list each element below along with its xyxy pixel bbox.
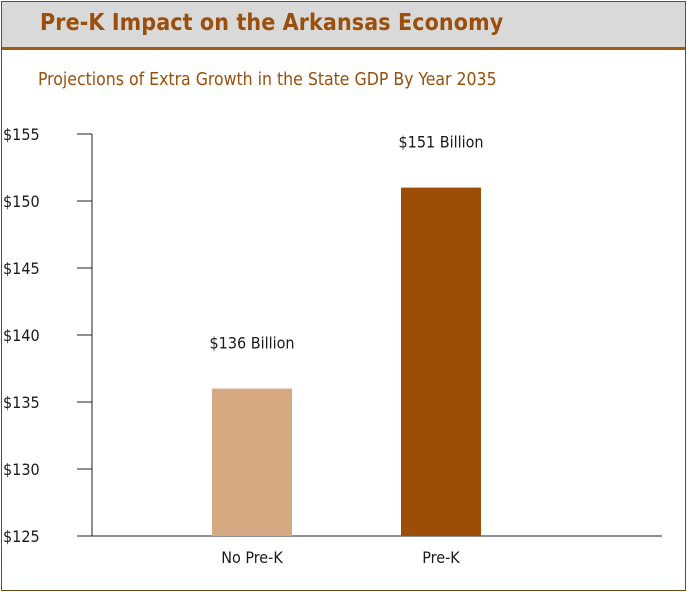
bar-pre-k — [401, 187, 481, 536]
y-tick-label: $125 — [3, 527, 40, 546]
y-tick-label: $135 — [3, 393, 40, 412]
chart-labels: $136 Billion No Pre-K $151 Billion Pre-K — [210, 133, 484, 567]
y-tick-label: $150 — [3, 192, 40, 211]
y-tick-label: $155 — [3, 125, 40, 144]
x-category-label: No Pre-K — [221, 548, 283, 567]
y-tick-label: $130 — [3, 460, 40, 479]
chart-bars — [212, 187, 481, 536]
chart-title: Pre-K Impact on the Arkansas Economy — [40, 10, 504, 36]
y-tick-label: $140 — [3, 326, 40, 345]
bar-no-pre-k — [212, 388, 292, 536]
title-bar: Pre-K Impact on the Arkansas Economy — [2, 2, 685, 50]
chart-axes: $125 $130 $135 $140 $145 $150 $155 — [3, 125, 662, 546]
data-label: $136 Billion — [210, 334, 295, 353]
y-tick-label: $145 — [3, 259, 40, 278]
x-category-label: Pre-K — [422, 548, 460, 567]
data-label: $151 Billion — [399, 133, 484, 152]
chart-subtitle: Projections of Extra Growth in the State… — [38, 70, 497, 90]
